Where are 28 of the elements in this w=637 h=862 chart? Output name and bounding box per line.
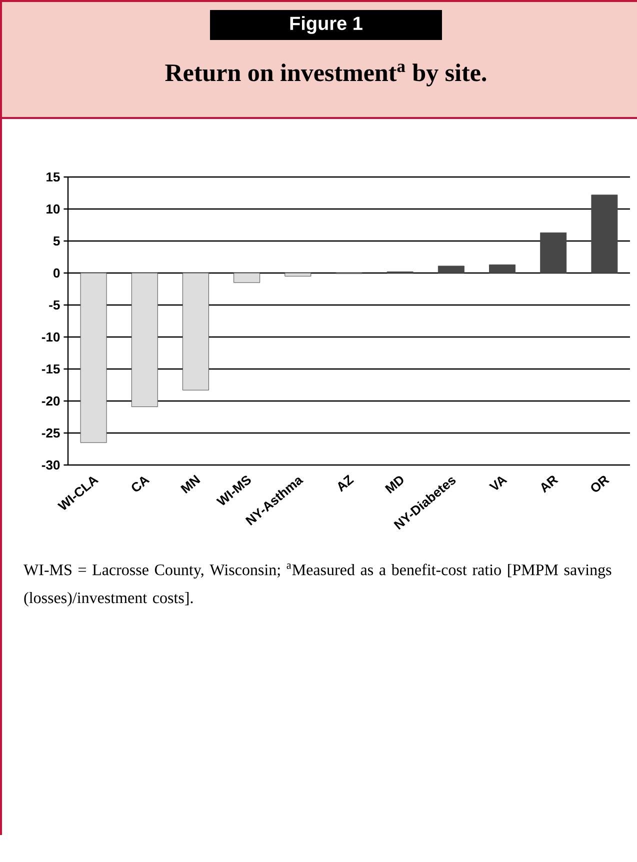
chart-subtitle: Return on investment$^{a}$ by site. bbox=[165, 64, 486, 86]
y-tick-label: 10 bbox=[46, 204, 60, 214]
y-tick-label: 15 bbox=[46, 172, 60, 182]
bar bbox=[438, 266, 464, 274]
y-tick-label: -10 bbox=[42, 332, 60, 342]
bar bbox=[234, 272, 260, 283]
bar bbox=[591, 194, 618, 274]
y-tick-label: -5 bbox=[49, 300, 60, 310]
x-tick-label: MN bbox=[180, 474, 200, 494]
bar bbox=[80, 272, 107, 443]
x-tick-label: AR bbox=[541, 476, 558, 493]
bar bbox=[131, 272, 158, 408]
x-tick-label: VA bbox=[488, 476, 508, 490]
bar bbox=[284, 272, 312, 276]
y-tick-label: 0 bbox=[53, 268, 60, 278]
y-tick-label: -30 bbox=[42, 460, 60, 470]
y-tick-label: 5 bbox=[53, 236, 60, 246]
bar bbox=[540, 232, 567, 274]
text: WI-MS = Lacrosse County, Wisconsin; $^{a}$Measured as a benefit-cost ratio [PMPM savings (losses)/investment costs]. bbox=[24, 564, 612, 606]
bar bbox=[182, 272, 209, 390]
x-tick-label: CA bbox=[132, 476, 150, 492]
x-tick-label: AZ bbox=[338, 474, 354, 492]
x-tick-label: OR bbox=[591, 476, 610, 492]
y-tick-label: -25 bbox=[42, 428, 60, 438]
y-tick-label: -15 bbox=[42, 364, 60, 374]
chart-title: Figure 1 bbox=[290, 16, 362, 34]
bar bbox=[489, 264, 516, 274]
y-tick-label: -20 bbox=[42, 396, 60, 406]
